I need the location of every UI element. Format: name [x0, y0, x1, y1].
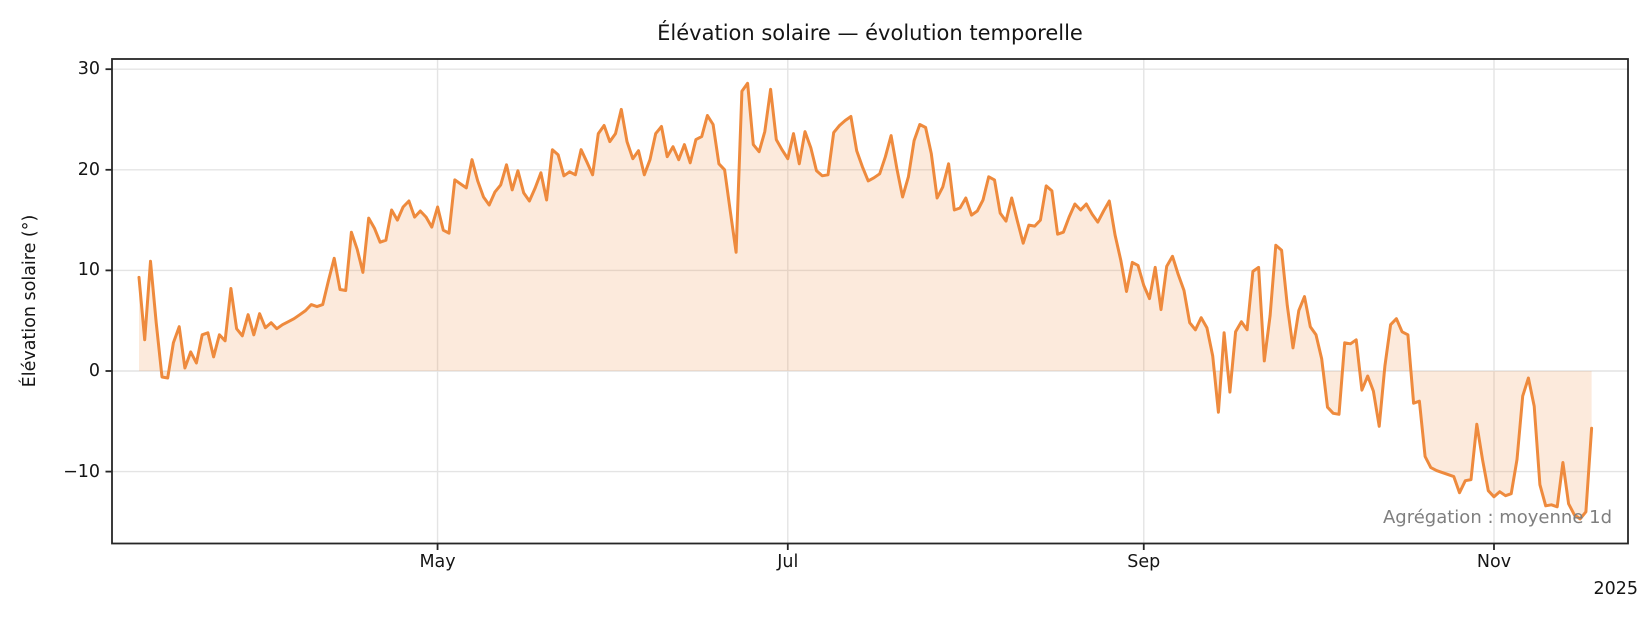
x-tick-label: Sep: [1127, 551, 1161, 572]
axes-frame: [111, 58, 1629, 545]
x-tick-label: May: [419, 551, 456, 572]
y-tick-label: 10: [77, 260, 100, 281]
series-area-fill: [139, 83, 1592, 519]
series-line: [137, 81, 1594, 521]
chart-title: Élévation solaire — évolution temporelle: [657, 21, 1083, 45]
y-axis-label: Élévation solaire (°): [20, 214, 40, 388]
y-tick-label: 0: [88, 361, 100, 381]
y-tick-label: 30: [77, 59, 100, 80]
y-tick-label: 20: [77, 159, 100, 180]
x-tick-label: Jul: [777, 551, 799, 572]
x-tick-label: Nov: [1476, 551, 1512, 572]
y-tick-label: −10: [63, 461, 100, 482]
annotation-aggregation: Agrégation : moyenne 1d: [1382, 507, 1612, 528]
x-axis-year-label: 2025: [1593, 579, 1638, 599]
